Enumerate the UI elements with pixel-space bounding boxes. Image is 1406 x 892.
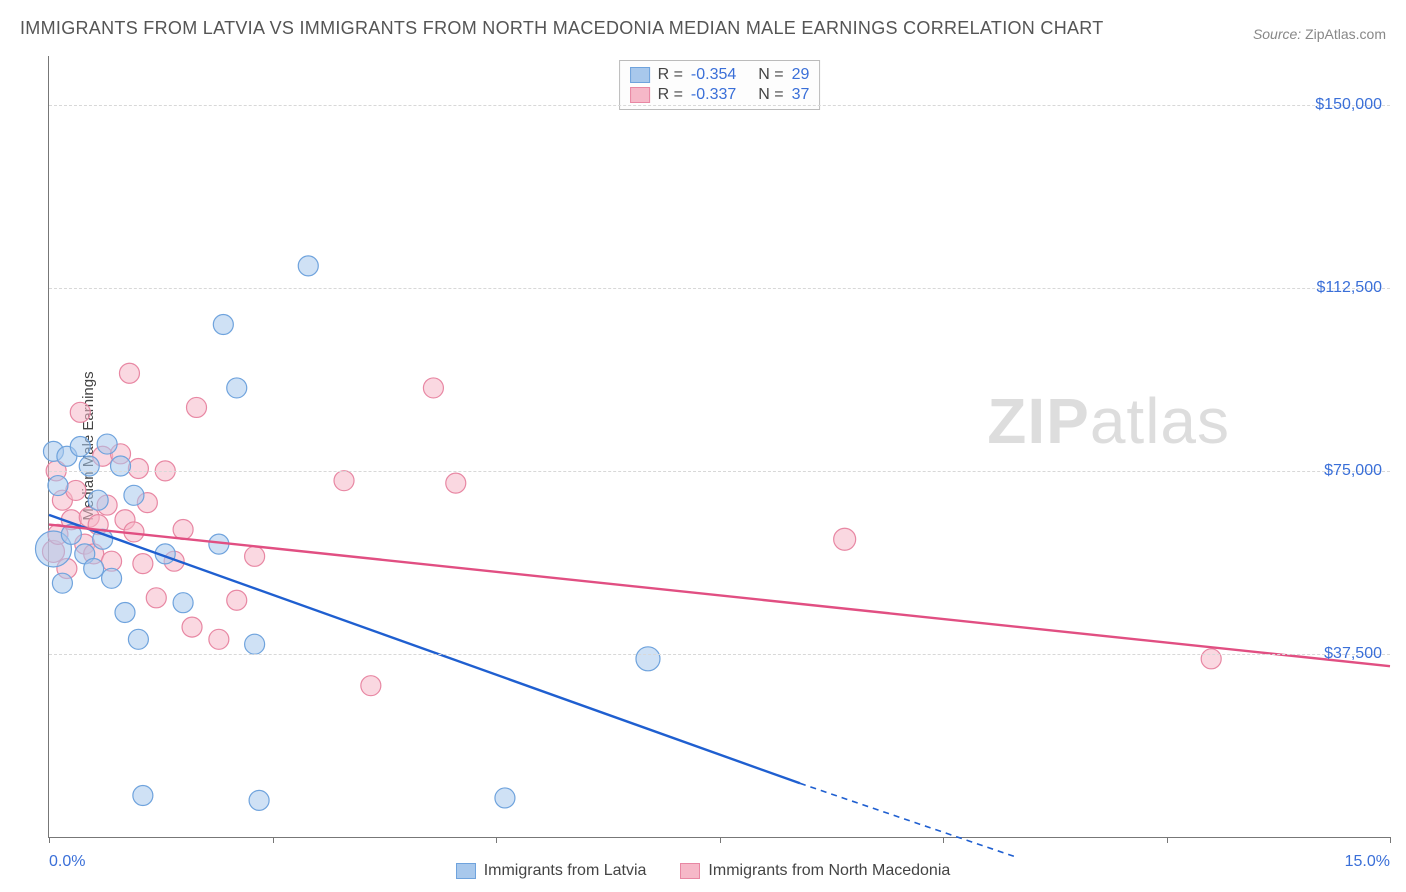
legend-item-nmk: Immigrants from North Macedonia [680, 862, 950, 880]
point-nmk [209, 629, 229, 649]
point-nmk [182, 617, 202, 637]
point-nmk [245, 546, 265, 566]
point-latvia [636, 647, 660, 671]
point-nmk [146, 588, 166, 608]
y-tick-label: $112,500 [1316, 279, 1382, 297]
point-nmk [446, 473, 466, 493]
point-latvia [128, 629, 148, 649]
point-latvia [111, 456, 131, 476]
gridline [49, 288, 1390, 289]
x-tick [1167, 837, 1168, 843]
gridline [49, 105, 1390, 106]
x-tick [49, 837, 50, 843]
legend-label-nmk: Immigrants from North Macedonia [708, 862, 950, 880]
point-latvia [84, 559, 104, 579]
plot-area: ZIPatlas R = -0.354 N = 29 R = -0.337 N … [48, 56, 1390, 838]
point-nmk [128, 458, 148, 478]
point-latvia [102, 568, 122, 588]
point-latvia [115, 602, 135, 622]
legend-bottom: Immigrants from Latvia Immigrants from N… [0, 862, 1406, 880]
x-tick [943, 837, 944, 843]
point-nmk [119, 363, 139, 383]
point-nmk [334, 471, 354, 491]
y-tick-label: $150,000 [1315, 96, 1382, 114]
gridline [49, 654, 1390, 655]
point-nmk [70, 402, 90, 422]
point-latvia [70, 437, 90, 457]
chart-title: IMMIGRANTS FROM LATVIA VS IMMIGRANTS FRO… [20, 18, 1104, 39]
point-latvia [249, 790, 269, 810]
source-label: Source: [1253, 26, 1301, 42]
point-latvia [79, 456, 99, 476]
x-tick [496, 837, 497, 843]
point-nmk [834, 528, 856, 550]
trendline-latvia [49, 515, 800, 783]
point-latvia [88, 490, 108, 510]
x-tick [1390, 837, 1391, 843]
point-nmk [423, 378, 443, 398]
point-latvia [97, 434, 117, 454]
x-tick [273, 837, 274, 843]
point-latvia [298, 256, 318, 276]
y-tick-label: $37,500 [1324, 645, 1382, 663]
point-latvia [124, 485, 144, 505]
point-nmk [227, 590, 247, 610]
point-latvia [52, 573, 72, 593]
point-latvia [495, 788, 515, 808]
point-nmk [187, 397, 207, 417]
svg-canvas [49, 56, 1390, 837]
point-latvia [227, 378, 247, 398]
point-latvia [173, 593, 193, 613]
trendline-latvia-dash [800, 783, 1015, 856]
point-latvia [213, 314, 233, 334]
point-latvia [245, 634, 265, 654]
swatch-latvia-bottom [456, 863, 476, 879]
x-tick [720, 837, 721, 843]
legend-item-latvia: Immigrants from Latvia [456, 862, 647, 880]
point-nmk [66, 480, 86, 500]
point-latvia [133, 786, 153, 806]
y-tick-label: $75,000 [1324, 462, 1382, 480]
swatch-nmk-bottom [680, 863, 700, 879]
correlation-chart: IMMIGRANTS FROM LATVIA VS IMMIGRANTS FRO… [0, 0, 1406, 892]
point-nmk [1201, 649, 1221, 669]
legend-label-latvia: Immigrants from Latvia [484, 862, 647, 880]
point-latvia [48, 476, 68, 496]
source-value: ZipAtlas.com [1305, 26, 1386, 42]
point-nmk [361, 676, 381, 696]
gridline [49, 471, 1390, 472]
point-nmk [133, 554, 153, 574]
point-nmk [173, 519, 193, 539]
source-credit: Source: ZipAtlas.com [1253, 26, 1386, 42]
